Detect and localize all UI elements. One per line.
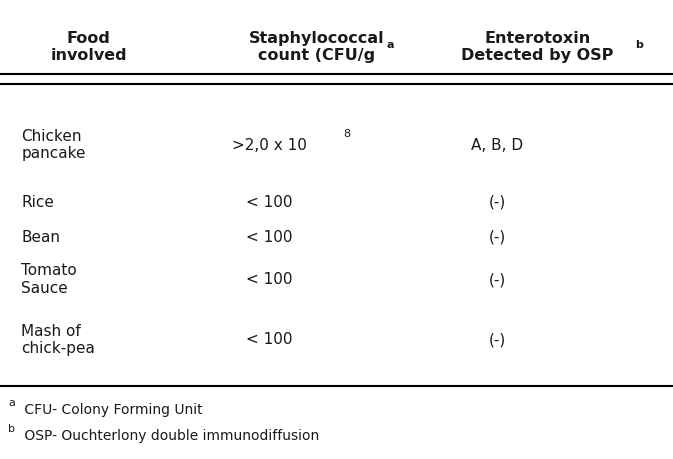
Text: Staphylococcal
count (CFU/g: Staphylococcal count (CFU/g xyxy=(248,31,384,63)
Text: < 100: < 100 xyxy=(246,230,293,245)
Text: < 100: < 100 xyxy=(246,272,293,287)
Text: OSP- Ouchterlony double immunodiffusion: OSP- Ouchterlony double immunodiffusion xyxy=(20,429,320,443)
Text: a: a xyxy=(8,398,15,408)
Text: (-): (-) xyxy=(489,332,506,347)
Text: Food
involved: Food involved xyxy=(50,31,127,63)
Text: >2,0 x 10: >2,0 x 10 xyxy=(232,138,307,152)
Text: A, B, D: A, B, D xyxy=(471,138,524,152)
Text: (-): (-) xyxy=(489,230,506,245)
Text: a: a xyxy=(387,40,394,50)
Text: Bean: Bean xyxy=(22,230,61,245)
Text: < 100: < 100 xyxy=(246,195,293,210)
Text: Chicken
pancake: Chicken pancake xyxy=(22,129,86,161)
Text: Tomato
Sauce: Tomato Sauce xyxy=(22,263,77,296)
Text: Mash of
chick-pea: Mash of chick-pea xyxy=(22,324,96,356)
Text: (-): (-) xyxy=(489,195,506,210)
Text: b: b xyxy=(635,40,643,50)
Text: Enterotoxin
Detected by OSP: Enterotoxin Detected by OSP xyxy=(462,31,614,63)
Text: b: b xyxy=(8,424,15,434)
Text: (-): (-) xyxy=(489,272,506,287)
Text: 8: 8 xyxy=(343,129,350,139)
Text: CFU- Colony Forming Unit: CFU- Colony Forming Unit xyxy=(20,403,203,417)
Text: < 100: < 100 xyxy=(246,332,293,347)
Text: Rice: Rice xyxy=(22,195,55,210)
